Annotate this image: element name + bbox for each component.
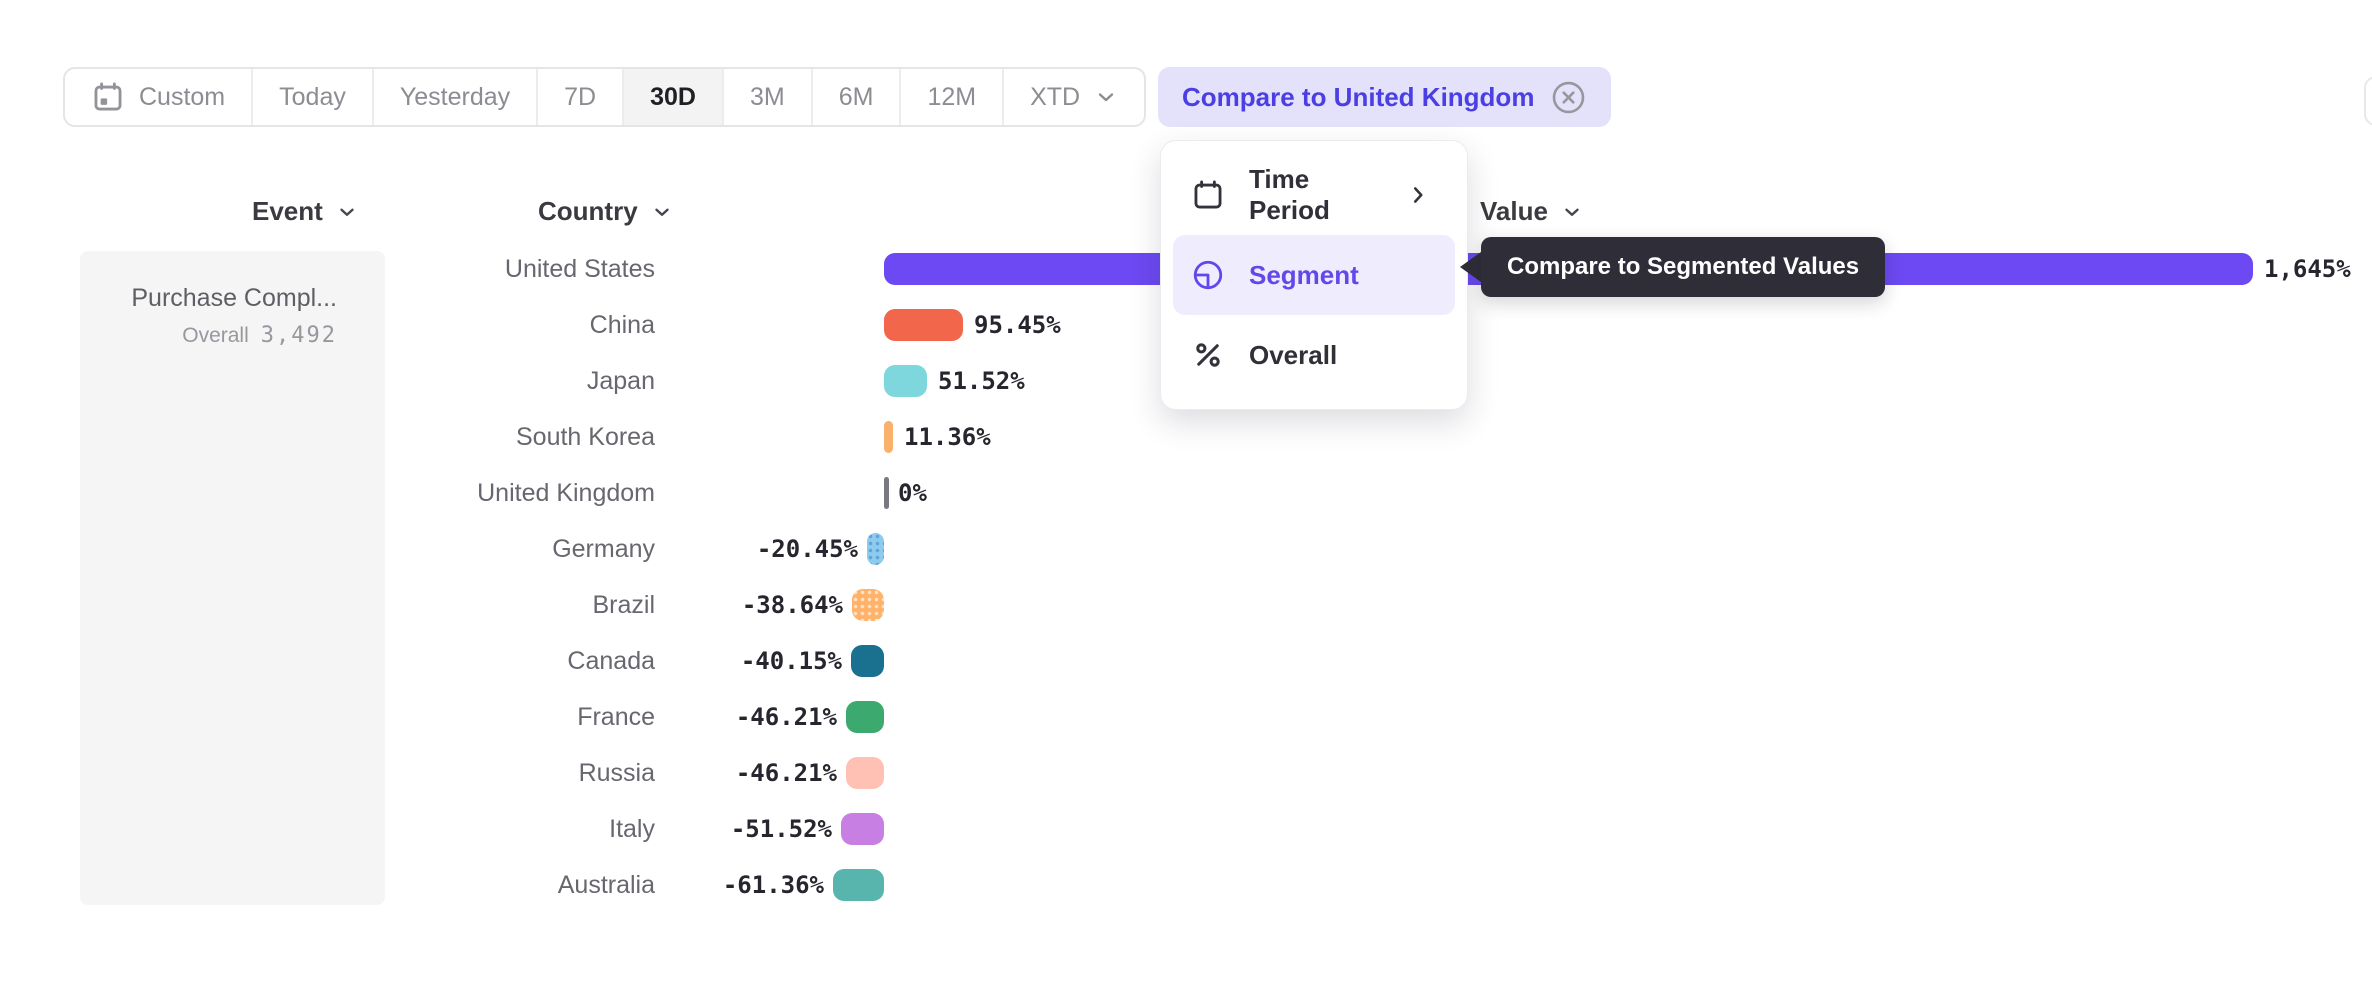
country-label: Germany (552, 535, 655, 563)
date-range-label: 7D (564, 82, 597, 111)
value-label: -38.64% (741, 591, 843, 619)
date-range-7d[interactable]: 7D (536, 69, 622, 125)
date-range-3m[interactable]: 3M (721, 69, 811, 125)
column-header-value[interactable]: Value (1480, 196, 1583, 227)
compare-context-menu: Time Period Segment Overall (1160, 140, 1468, 410)
date-range-yesterday[interactable]: Yesterday (371, 69, 536, 125)
menu-item-label: Time Period (1249, 164, 1330, 225)
country-label: Australia (557, 871, 655, 899)
event-header-label: Event (252, 196, 323, 226)
value-label: -51.52% (730, 815, 832, 843)
value-label: 51.52% (938, 367, 1025, 395)
calendar-icon (1191, 178, 1225, 212)
country-label: United States (504, 255, 655, 283)
overall-value: 3,492 (260, 323, 337, 348)
value-bar[interactable] (884, 365, 927, 397)
circle-x-icon[interactable] (1550, 79, 1587, 116)
country-label: Brazil (592, 591, 655, 619)
chevron-down-icon (1561, 201, 1583, 223)
tooltip-arrow (1460, 252, 1481, 282)
date-range-xtd[interactable]: XTD (1002, 69, 1144, 125)
event-panel[interactable]: Purchase Compl... Overall 3,492 (80, 251, 385, 905)
menu-item-time-period[interactable]: Time Period (1173, 155, 1455, 235)
value-bar[interactable] (884, 421, 893, 453)
country-label: Italy (609, 815, 655, 843)
country-label: Canada (567, 647, 655, 675)
value-bar[interactable] (851, 645, 884, 677)
tooltip-text: Compare to Segmented Values (1481, 237, 1886, 297)
tooltip: Compare to Segmented Values (1460, 237, 1886, 297)
value-label: -46.21% (735, 759, 837, 787)
date-range-30d[interactable]: 30D (622, 69, 722, 125)
column-header-country[interactable]: Country (538, 196, 673, 227)
country-label: South Korea (516, 423, 655, 451)
date-range-toolbar: Custom Today Yesterday 7D 30D 3M 6M 12M XTD (63, 67, 1147, 127)
value-label: 11.36% (904, 423, 991, 451)
value-label: 0% (898, 479, 927, 507)
value-bar[interactable] (884, 309, 963, 341)
date-range-label: Yesterday (399, 82, 511, 111)
date-range-label: Custom (139, 82, 226, 111)
date-range-6m[interactable]: 6M (810, 69, 900, 125)
compare-chip[interactable]: Compare to United Kingdom (1158, 67, 1612, 127)
value-bar[interactable] (846, 757, 884, 789)
value-bar[interactable] (846, 701, 884, 733)
country-header-label: Country (538, 196, 638, 226)
percent-icon (1191, 338, 1225, 372)
date-range-label: Today (279, 82, 346, 111)
compare-chip-label: Compare to United Kingdom (1182, 81, 1535, 112)
value-bar[interactable] (884, 477, 889, 509)
date-range-label: 3M (749, 82, 785, 111)
chevron-down-icon (1094, 85, 1118, 109)
date-range-label: 12M (927, 82, 977, 111)
column-header-event[interactable]: Event (252, 196, 358, 227)
country-label: Russia (578, 759, 655, 787)
country-label: France (577, 703, 655, 731)
menu-item-label: Overall (1249, 339, 1338, 370)
value-label: -61.36% (722, 871, 824, 899)
country-label: China (589, 311, 655, 339)
country-label: United Kingdom (477, 479, 655, 507)
menu-item-overall[interactable]: Overall (1173, 315, 1455, 395)
event-name: Purchase Compl... (131, 284, 337, 312)
date-range-label: XTD (1030, 82, 1081, 111)
value-bar[interactable] (833, 869, 884, 901)
chevron-down-icon (651, 201, 673, 223)
value-label: -46.21% (735, 703, 837, 731)
overall-label: Overall (182, 324, 249, 347)
value-header-label: Value (1480, 196, 1548, 226)
value-label: 1,645% (2264, 255, 2351, 283)
calendar-icon (91, 80, 125, 114)
country-label: Japan (586, 367, 655, 395)
event-overall-row: Overall 3,492 (80, 321, 337, 351)
chevron-right-icon (1405, 182, 1431, 208)
date-range-today[interactable]: Today (251, 69, 372, 125)
value-bar[interactable] (841, 813, 884, 845)
segment-icon (1191, 258, 1225, 292)
value-bar[interactable] (852, 589, 884, 621)
value-label: -20.45% (756, 535, 858, 563)
date-range-label: 30D (650, 82, 696, 111)
menu-item-label: Segment (1249, 259, 1359, 290)
date-range-label: 6M (838, 82, 874, 111)
date-range-12m[interactable]: 12M (899, 69, 1002, 125)
value-label: 95.45% (974, 311, 1061, 339)
menu-item-segment[interactable]: Segment (1173, 235, 1455, 315)
value-bar[interactable] (867, 533, 884, 565)
chevron-down-icon (336, 201, 358, 223)
value-label: -40.15% (740, 647, 842, 675)
date-range-custom[interactable]: Custom (65, 69, 251, 125)
